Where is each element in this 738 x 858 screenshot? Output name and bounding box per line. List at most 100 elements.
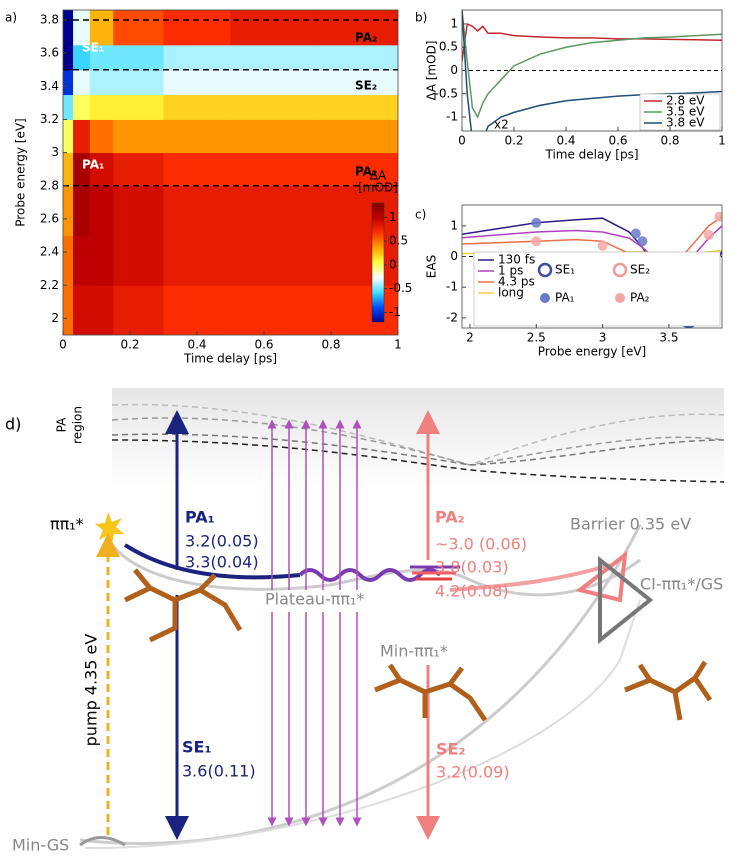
- heat-cell: [89, 119, 114, 154]
- x-tick-label: 0.2: [120, 338, 139, 352]
- heat-cell: [73, 235, 91, 286]
- trajectory: [298, 568, 442, 582]
- heat-cell: [314, 119, 398, 154]
- pa-region-label: PA: [55, 417, 69, 432]
- heat-cell: [113, 44, 164, 71]
- heat-cell: [63, 94, 74, 120]
- y-tick-label: 1: [450, 16, 458, 30]
- heat-cell: [314, 235, 398, 286]
- heat-cell: [73, 10, 91, 46]
- heat-cell: [314, 10, 398, 46]
- x-tick-label: 0: [59, 338, 67, 352]
- pes-curve: [110, 544, 641, 597]
- min-well: [410, 565, 460, 581]
- heat-cell: [63, 69, 74, 96]
- panel-label: d): [5, 415, 21, 434]
- se1-value: 3.6(0.11): [182, 762, 256, 781]
- legend-label: PA₂: [630, 291, 650, 305]
- heat-cell: [63, 10, 74, 46]
- molecule: [123, 568, 243, 643]
- y-tick-label: 3: [51, 145, 59, 159]
- heat-cell: [230, 152, 315, 187]
- heat-cell: [73, 285, 91, 335]
- pa2-value: 4.2(0.08): [435, 582, 509, 601]
- heat-cell: [314, 69, 398, 96]
- x-tick-label: 3: [599, 331, 607, 345]
- y-tick-label: 0: [450, 63, 458, 77]
- heat-cell: [89, 235, 114, 286]
- pa2-value: 3.8(0.03): [435, 558, 509, 577]
- heat-cell: [230, 285, 315, 335]
- min-label: Min-ππ₁*: [380, 642, 448, 661]
- pa-band: [112, 388, 724, 488]
- marker: [531, 217, 542, 228]
- series-line: [462, 10, 722, 119]
- plateau-label: Plateau-ππ₁*: [265, 590, 364, 609]
- pa1-label: PA₁: [185, 508, 215, 527]
- annotation: PA₁: [82, 158, 104, 172]
- y-tick-label: 2.6: [40, 211, 59, 225]
- legend-label: SE₁: [555, 263, 575, 277]
- pes-curve: [79, 524, 642, 846]
- x-tick-label: 0: [458, 134, 466, 148]
- y-tick-label: 3.2: [40, 112, 59, 126]
- cbar-tick-label: 1: [389, 210, 397, 224]
- cbar-tick-label: 0.5: [389, 234, 408, 248]
- heat-cell: [73, 94, 91, 120]
- y-tick-label: 2.8: [40, 178, 59, 192]
- annotation: PA₂: [355, 31, 377, 45]
- heat-cell: [113, 119, 164, 154]
- se1-label: SE₁: [182, 738, 211, 757]
- heat-cell: [230, 69, 315, 96]
- legend-swatch: [615, 293, 625, 303]
- purple-arrows: [267, 419, 362, 827]
- heat-cell: [230, 44, 315, 71]
- axes-frame: [62, 9, 399, 336]
- min-gs-well: [79, 836, 126, 847]
- heat-cell: [314, 152, 398, 187]
- heat-cell: [63, 235, 74, 286]
- heat-cell: [314, 44, 398, 71]
- x-tick-label: 0.2: [504, 134, 523, 148]
- heat-cell: [163, 69, 231, 96]
- y-axis-label: EAS: [425, 255, 439, 278]
- legend-label: SE₂: [630, 263, 650, 277]
- heat-cell: [63, 44, 74, 71]
- diagram: d) PA region ππ₁* PA₁ 3.2(0.05) 3.3(0.04…: [5, 388, 725, 855]
- x-tick-label: 1: [394, 338, 402, 352]
- cbar-label: ΔA: [370, 169, 387, 183]
- heat-cell: [89, 44, 114, 71]
- x-tick-label: 0.4: [187, 338, 206, 352]
- heat-cell: [314, 94, 398, 120]
- annotation: PA₂: [355, 165, 377, 179]
- x-tick-label: 0.4: [556, 134, 575, 148]
- heat-cell: [163, 185, 231, 237]
- pa2-label: PA₂: [435, 508, 465, 527]
- molecule: [624, 660, 713, 721]
- annotation: SE₂: [355, 79, 377, 93]
- heat-cell: [163, 119, 231, 154]
- panel-label: b): [415, 11, 427, 25]
- legend-swatch: [540, 293, 550, 303]
- heat-cell: [163, 285, 231, 335]
- y-tick-label: 3.4: [40, 79, 59, 93]
- heat-cell: [113, 235, 164, 286]
- ci-cone: [598, 555, 654, 645]
- heat-cell: [113, 285, 164, 335]
- heat-cell: [163, 152, 231, 187]
- y-tick-label: 2.2: [40, 278, 59, 292]
- ci-label: CI-ππ₁*/GS: [640, 575, 723, 594]
- molecule: [374, 663, 488, 722]
- pa-region-label: region: [71, 406, 85, 444]
- y-tick-label: 1: [450, 218, 458, 232]
- x-tick-label: 0.6: [608, 134, 627, 148]
- heat-cell: [230, 119, 315, 154]
- annotation: x2: [494, 118, 509, 132]
- heat-cell: [73, 119, 91, 154]
- legend-box: [473, 251, 721, 327]
- pa-curve: [111, 417, 725, 466]
- marker: [637, 236, 648, 247]
- legend-label: 3.5 eV: [666, 105, 705, 119]
- heat-cell: [63, 119, 74, 154]
- pump-label: pump 4.35 eV: [82, 634, 101, 747]
